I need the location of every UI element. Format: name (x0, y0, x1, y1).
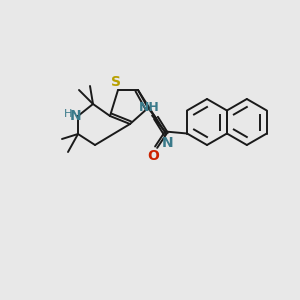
Text: N: N (70, 109, 82, 123)
Text: NH: NH (139, 101, 160, 114)
Text: H: H (64, 109, 72, 119)
Text: S: S (111, 75, 121, 89)
Text: N: N (162, 136, 174, 150)
Text: O: O (147, 148, 159, 163)
